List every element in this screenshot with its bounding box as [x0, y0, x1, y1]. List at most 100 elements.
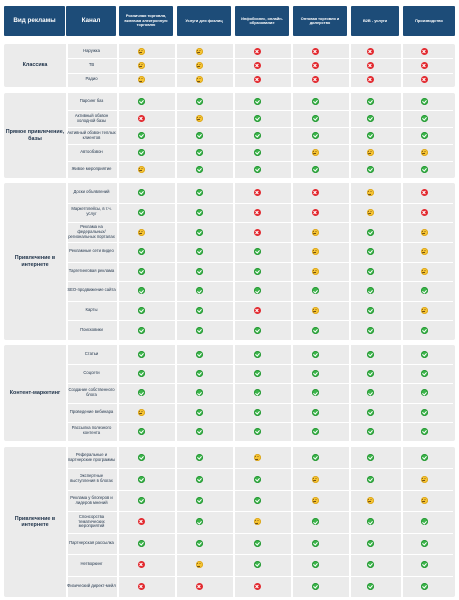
- check-icon: [195, 497, 203, 505]
- channel-label: Активный обзвон теплых клиентов: [67, 129, 116, 140]
- rating-cell: [172, 203, 226, 223]
- column-divider: [401, 345, 403, 441]
- table-row: Рекламные сети видео: [66, 242, 455, 262]
- check-icon: [311, 166, 319, 173]
- check-icon: [195, 454, 203, 462]
- check-icon: [137, 351, 145, 359]
- rating-cell: [398, 345, 450, 364]
- table-row: Живое мероприятие: [66, 161, 455, 178]
- rating-cell: [172, 554, 226, 575]
- check-icon: [253, 267, 261, 275]
- check-icon: [311, 115, 319, 122]
- column-divider: [117, 345, 119, 441]
- neutral-face-icon: [195, 115, 203, 122]
- check-icon: [420, 539, 428, 547]
- row-divider: [68, 320, 453, 322]
- check-icon: [253, 132, 261, 139]
- rating-cell: [114, 73, 168, 87]
- rating-cell: [230, 93, 284, 110]
- channel-label: Создание собственного блога: [68, 387, 115, 397]
- rating-cell: [398, 93, 450, 110]
- check-icon: [137, 267, 145, 275]
- column-divider: [66, 93, 68, 178]
- table-row: ТВ: [66, 58, 455, 72]
- rating-cell: [114, 345, 168, 364]
- column-divider: [291, 44, 293, 87]
- channel-label: Поисковики: [80, 326, 103, 332]
- check-icon: [366, 307, 374, 315]
- check-icon: [366, 582, 374, 590]
- column-divider: [349, 447, 351, 597]
- rating-cell: [346, 320, 394, 340]
- check-icon: [137, 326, 145, 334]
- rating-cell: [114, 183, 168, 203]
- rating-cell: [114, 301, 168, 321]
- rating-cell: [398, 422, 450, 441]
- cross-icon: [253, 307, 261, 315]
- check-icon: [253, 248, 261, 256]
- rating-cell: [288, 58, 342, 72]
- check-icon: [195, 427, 203, 435]
- cross-icon: [311, 189, 319, 197]
- cross-icon: [311, 208, 319, 216]
- column-divider: [233, 93, 235, 178]
- column-divider: [175, 93, 177, 178]
- rating-cell: [172, 127, 226, 144]
- table-row: Поисковики: [66, 320, 455, 340]
- check-icon: [137, 287, 145, 295]
- rating-cell: [288, 110, 342, 127]
- rating-cell: [346, 364, 394, 383]
- rating-cell: [114, 511, 168, 532]
- rating-cell: [114, 364, 168, 383]
- channel-label: Физический директ-мейл: [67, 582, 116, 588]
- check-icon: [366, 351, 374, 359]
- rating-cell: [172, 383, 226, 402]
- neutral-face-icon: [311, 228, 319, 236]
- check-icon: [366, 98, 374, 105]
- rating-cell: [230, 73, 284, 87]
- channel-label: Статьи: [84, 351, 99, 357]
- channel-label: Нетворкинг: [80, 561, 103, 567]
- rating-cell: [288, 345, 342, 364]
- check-icon: [420, 518, 428, 526]
- rating-cell: [114, 222, 168, 242]
- header-col-b2b: B2B - услуги: [351, 6, 399, 36]
- rating-cell: [288, 364, 342, 383]
- rating-cell: [288, 144, 342, 161]
- table-row: Реклама на федеральных/ региональных пор…: [66, 222, 455, 242]
- check-icon: [366, 248, 374, 256]
- column-divider: [66, 183, 68, 340]
- section-block: Привлечение в интернете Доски объявлений М…: [4, 183, 455, 340]
- rating-cell: [288, 44, 342, 58]
- rating-cell: [230, 320, 284, 340]
- rating-cell: [288, 93, 342, 110]
- row-divider: [68, 489, 453, 491]
- channel-label: Рекламные сети видео: [69, 248, 114, 254]
- rating-cell: [398, 554, 450, 575]
- column-divider: [175, 447, 177, 597]
- rating-cell: [398, 468, 450, 489]
- check-icon: [420, 287, 428, 295]
- rating-cell: [346, 93, 394, 110]
- check-icon: [195, 228, 203, 236]
- check-icon: [366, 518, 374, 526]
- check-icon: [311, 389, 319, 397]
- neutral-face-icon: [253, 518, 261, 526]
- check-icon: [311, 454, 319, 462]
- rating-cell: [114, 422, 168, 441]
- rating-cell: [230, 511, 284, 532]
- neutral-face-icon: [420, 267, 428, 275]
- column-divider: [66, 345, 68, 441]
- check-icon: [311, 287, 319, 295]
- check-icon: [137, 98, 145, 105]
- row-divider: [68, 222, 453, 224]
- rating-cell: [114, 44, 168, 58]
- table-row: Экспертные выступления в блогах: [66, 468, 455, 489]
- rating-cell: [288, 262, 342, 282]
- rating-cell: [288, 301, 342, 321]
- rating-cell: [398, 281, 450, 301]
- check-icon: [195, 98, 203, 105]
- table-row: Доски объявлений: [66, 183, 455, 203]
- rating-cell: [114, 468, 168, 489]
- column-divider: [233, 44, 235, 87]
